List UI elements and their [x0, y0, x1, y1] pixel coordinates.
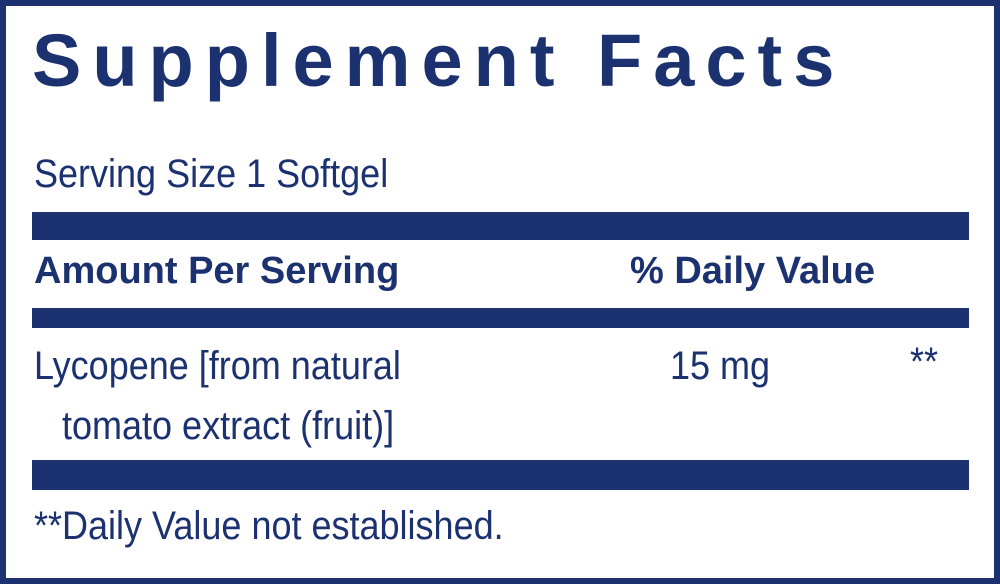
footnote: **Daily Value not established. — [34, 504, 504, 548]
ingredient-dv: ** — [910, 340, 939, 384]
serving-size: Serving Size 1 Softgel — [34, 152, 389, 196]
thick-divider-bottom — [32, 460, 969, 490]
amount-header: Amount Per Serving — [34, 250, 400, 292]
ingredient-name-cont: tomato extract (fruit)] — [62, 404, 395, 448]
label-title: Supplement Facts — [32, 19, 846, 102]
thick-divider — [32, 212, 969, 240]
ingredient-name: Lycopene [from natural — [34, 344, 401, 388]
medium-divider — [32, 308, 969, 328]
ingredient-amount: 15 mg — [670, 344, 771, 388]
dv-header: % Daily Value — [630, 250, 876, 292]
